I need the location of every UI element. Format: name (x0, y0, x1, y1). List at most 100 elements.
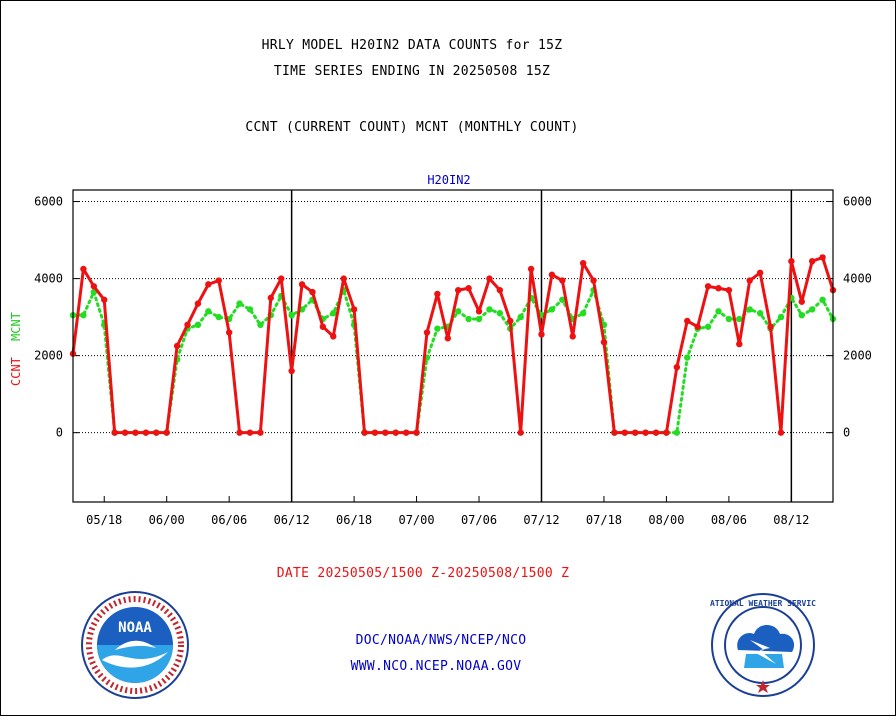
ccnt-point (288, 367, 295, 375)
mcnt-point (746, 306, 753, 313)
y-tick-label-left: 0 (56, 426, 63, 440)
noaa-logo: NOAA (81, 591, 189, 699)
mcnt-point (475, 315, 483, 323)
ccnt-point (153, 429, 160, 436)
ccnt-point (746, 277, 753, 284)
nws-logo-text: NATIONAL WEATHER SERVICE (710, 599, 816, 608)
mcnt-point (455, 308, 462, 315)
mcnt-point (486, 306, 493, 313)
x-tick-label: 07/12 (523, 513, 559, 527)
y-axis-label-mcnt: MCNT (9, 312, 23, 341)
ccnt-point (267, 294, 275, 302)
ccnt-point (559, 277, 566, 284)
y-tick-label-left: 2000 (34, 349, 63, 363)
ccnt-point (465, 285, 472, 292)
ccnt-point (684, 317, 691, 325)
ccnt-point (663, 429, 670, 436)
x-tick-label: 06/18 (336, 513, 372, 527)
ccnt-point (413, 429, 420, 436)
x-tick-label: 05/18 (86, 513, 122, 527)
ccnt-point (715, 285, 722, 292)
x-tick-label: 06/06 (211, 513, 247, 527)
chart-title-line2: TIME SERIES ENDING IN 20250508 15Z (273, 64, 551, 79)
ccnt-point (101, 296, 108, 303)
ccnt-point (694, 323, 701, 330)
x-tick-label: 08/00 (648, 513, 684, 527)
mcnt-point (819, 296, 826, 303)
ccnt-point (475, 308, 483, 315)
ccnt-point (225, 329, 233, 336)
ccnt-series-line (71, 255, 835, 435)
mcnt-point (257, 321, 264, 329)
ccnt-point (132, 429, 139, 436)
ccnt-point (548, 271, 556, 278)
mcnt-point (725, 315, 733, 323)
ccnt-point (205, 281, 212, 288)
org-label: DOC/NOAA/NWS/NCEP/NCO (355, 633, 527, 648)
nws-logo: NATIONAL WEATHER SERVICE (710, 593, 816, 697)
x-tick-label: 08/12 (773, 513, 809, 527)
ccnt-point (371, 429, 379, 436)
mcnt-point (715, 308, 722, 315)
ccnt-point (611, 429, 618, 436)
ccnt-point (590, 277, 597, 284)
ccnt-point (517, 429, 524, 436)
ccnt-point (382, 429, 389, 436)
ccnt-point (600, 338, 608, 346)
mcnt-point (194, 321, 202, 329)
ccnt-point (330, 333, 337, 340)
ccnt-point (808, 258, 816, 265)
mcnt-point (559, 296, 566, 303)
ccnt-point (278, 275, 285, 282)
panel-label: H20IN2 (427, 173, 470, 187)
chart-subtitle: CCNT (CURRENT COUNT) MCNT (MONTHLY COUNT… (245, 120, 579, 135)
ccnt-point (579, 259, 587, 267)
mcnt-point (236, 300, 243, 307)
mcnt-point (736, 315, 743, 323)
y-tick-label-right: 6000 (843, 195, 872, 209)
ccnt-point (90, 283, 98, 290)
ccnt-point (788, 258, 795, 265)
ccnt-point (142, 429, 150, 436)
ccnt-point (486, 275, 493, 282)
ccnt-point (121, 429, 129, 436)
mcnt-point (496, 310, 504, 317)
x-tick-label: 06/00 (149, 513, 185, 527)
x-tick-label: 07/06 (461, 513, 497, 527)
ccnt-point (423, 329, 431, 336)
ccnt-point (215, 277, 222, 284)
mcnt-point (798, 311, 805, 319)
mcnt-point (808, 306, 816, 313)
ccnt-point (184, 321, 191, 329)
plot-area (72, 189, 834, 503)
ccnt-point (652, 429, 660, 436)
ccnt-point (194, 300, 202, 307)
ccnt-point (507, 317, 514, 325)
ccnt-point (309, 288, 316, 296)
mcnt-point (756, 310, 764, 317)
mcnt-point (80, 311, 87, 319)
ccnt-point (340, 275, 347, 282)
ccnt-point (673, 363, 681, 371)
mcnt-point (246, 306, 254, 313)
website-link[interactable]: WWW.NCO.NCEP.NOAA.GOV (350, 659, 522, 674)
ccnt-point (173, 342, 181, 350)
y-tick-label-right: 0 (843, 426, 850, 440)
ccnt-point (80, 265, 87, 273)
ccnt-point (819, 254, 826, 261)
mcnt-point (704, 323, 712, 330)
ccnt-point (777, 429, 785, 436)
mcnt-point (215, 313, 222, 321)
ccnt-point (350, 306, 358, 313)
ccnt-point (434, 290, 441, 298)
ccnt-point (111, 429, 118, 436)
ccnt-point (361, 429, 368, 436)
ccnt-point (246, 429, 254, 436)
y-tick-label-right: 2000 (843, 349, 872, 363)
mcnt-point (465, 315, 472, 323)
mcnt-point (205, 308, 212, 315)
ccnt-point (736, 340, 743, 348)
ccnt-point (444, 335, 451, 342)
x-tick-label: 07/18 (586, 513, 622, 527)
